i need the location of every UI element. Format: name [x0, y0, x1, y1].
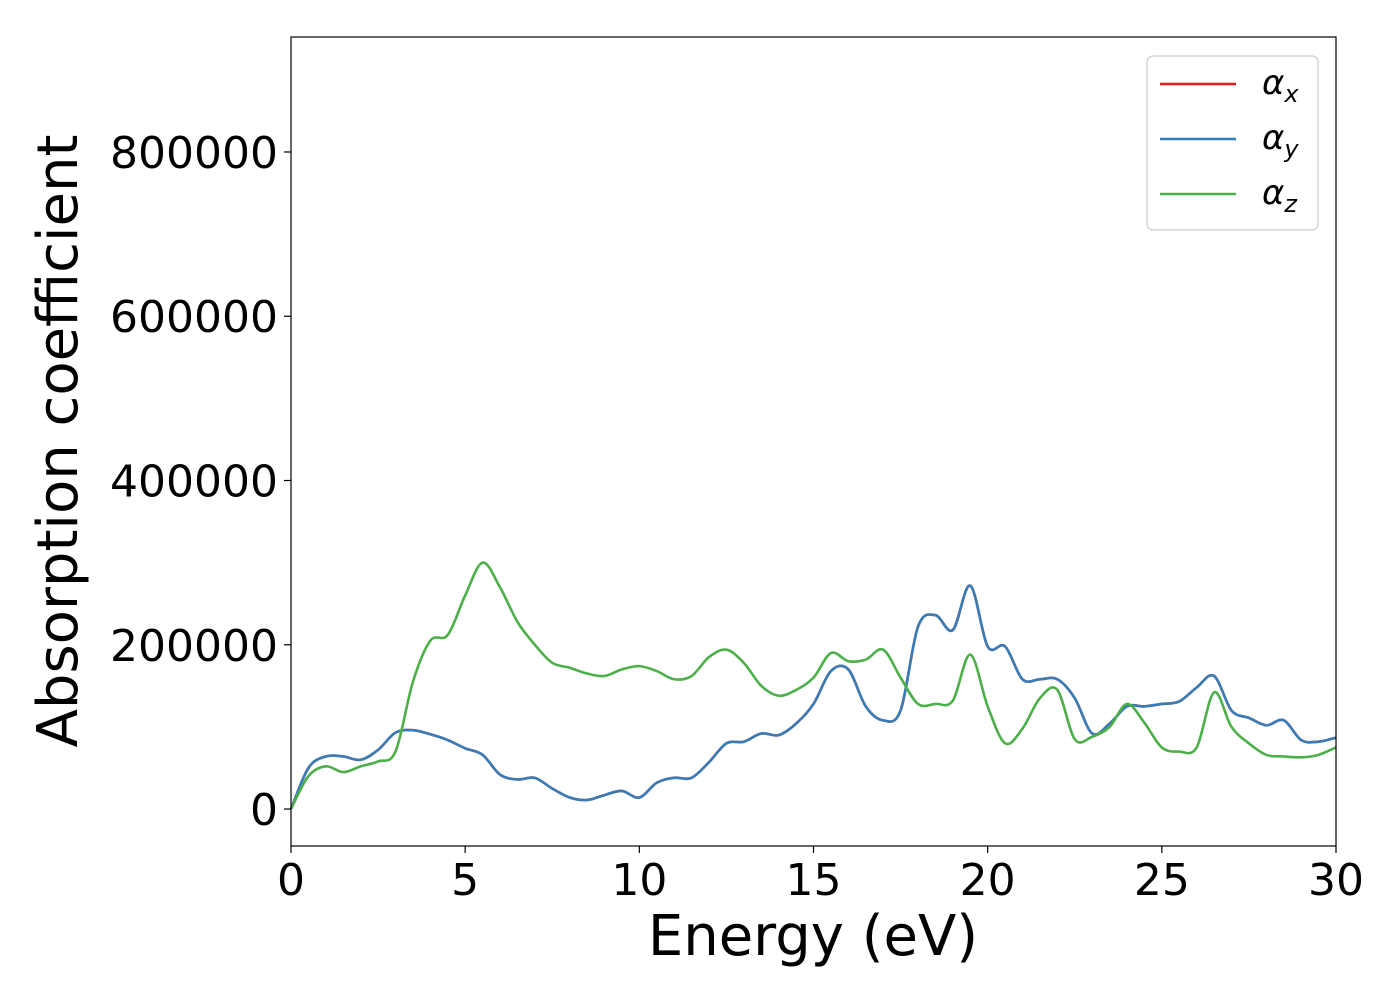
y-tick-label: 0: [250, 785, 278, 836]
y-tick-label: 800000: [110, 128, 278, 179]
y-tick-label: 400000: [110, 457, 278, 508]
legend-box: [1146, 55, 1319, 231]
x-axis-label: Energy (eV): [648, 904, 978, 969]
y-axis-label: Absorption coefficient: [26, 135, 91, 748]
series-layer: [289, 561, 1337, 810]
series-line-y: [289, 584, 1337, 810]
x-axis: 0 5 10 15 20 25 30: [277, 846, 1364, 906]
x-tick-label: 10: [611, 855, 667, 906]
x-tick-label: 30: [1308, 855, 1364, 906]
x-tick-label: 25: [1134, 855, 1190, 906]
x-tick-label: 0: [277, 855, 305, 906]
y-tick-label: 200000: [110, 621, 278, 672]
y-tick-label: 600000: [110, 292, 278, 343]
x-tick-label: 5: [451, 855, 479, 906]
y-axis: 0 200000 400000 600000 800000: [110, 128, 291, 836]
x-tick-label: 20: [960, 855, 1016, 906]
x-tick-label: 15: [786, 855, 842, 906]
series-line-z: [289, 561, 1337, 810]
